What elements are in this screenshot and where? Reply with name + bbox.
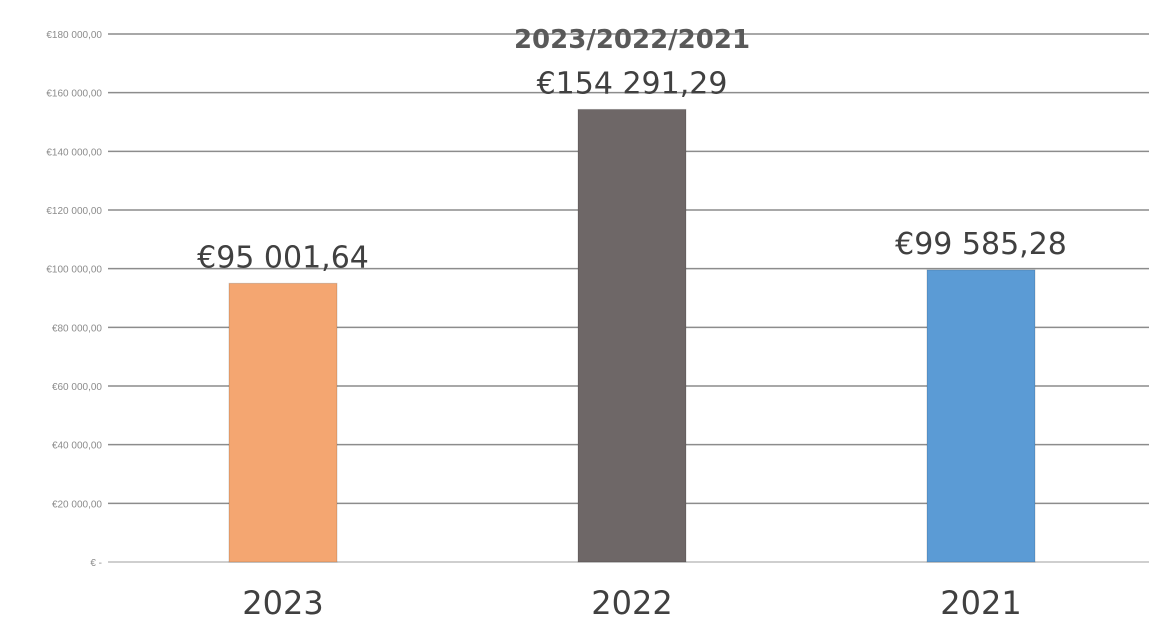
y-tick-label: €180 000,00 [46,30,102,41]
y-axis-ticks: € - €20 000,00 €40 000,00 €60 000,00 €80 000… [46,30,102,569]
x-tick-label: 2021 [940,584,1021,622]
y-tick-label: €140 000,00 [46,147,102,158]
y-tick-label: €60 000,00 [52,382,102,393]
y-tick-label: €20 000,00 [52,499,102,510]
y-tick-label: €100 000,00 [46,265,102,276]
data-label: €95 001,64 [197,240,369,275]
y-tick-label: €120 000,00 [46,206,102,217]
data-label: €99 585,28 [895,227,1067,262]
chart-title: 2023/2022/2021 [514,25,750,55]
x-axis-ticks: 2023 2022 2021 [242,584,1021,622]
y-tick-label: €160 000,00 [46,89,102,100]
bar-2022 [577,108,687,563]
data-labels: €95 001,64 €154 291,29 €99 585,28 [197,66,1067,275]
y-tick-label: € - [90,558,102,569]
bars [228,108,1036,563]
bar-2021 [926,269,1036,563]
x-tick-label: 2023 [242,584,323,622]
y-tick-label: €40 000,00 [52,441,102,452]
data-label: €154 291,29 [537,66,728,101]
y-tick-label: €80 000,00 [52,323,102,334]
bar-2023 [228,282,338,563]
x-tick-label: 2022 [591,584,672,622]
